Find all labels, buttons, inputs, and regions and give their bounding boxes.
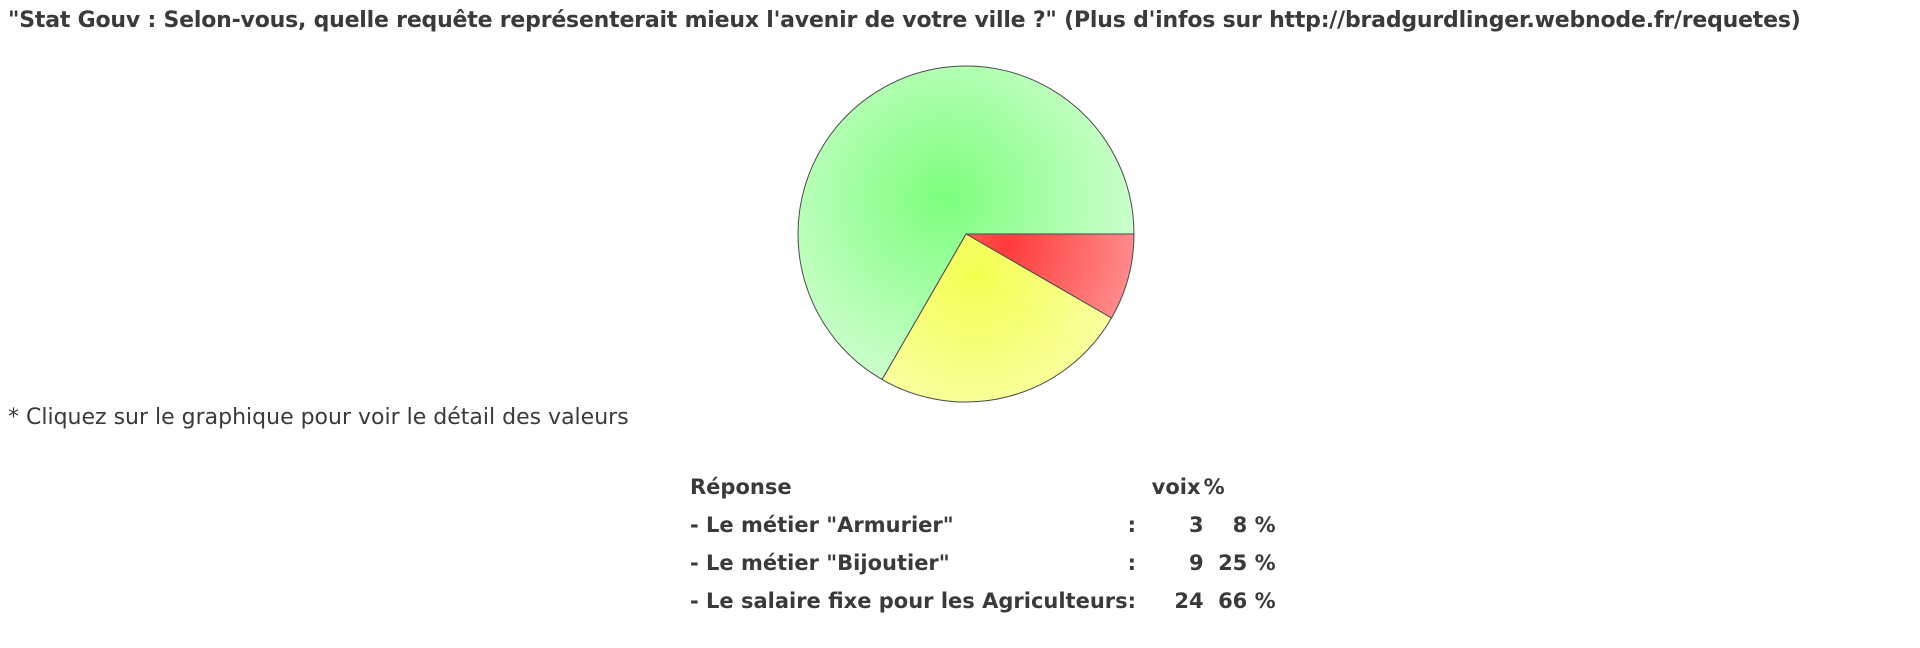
row-votes: 3 — [1189, 513, 1204, 537]
column-header-response: Réponse — [690, 475, 792, 499]
row-label: - Le salaire fixe pour les Agriculteurs — [690, 589, 1128, 613]
row-percent: 8 % — [1232, 513, 1276, 537]
table-row: - Le métier "Armurier" : 3 8 % — [690, 506, 1276, 544]
row-separator: : — [1127, 513, 1137, 537]
pie-slice-2[interactable] — [881, 233, 1113, 403]
column-header-spacer — [1128, 468, 1152, 506]
row-label: - Le métier "Bijoutier" — [690, 551, 950, 575]
pie-chart[interactable] — [0, 0, 1920, 420]
page-title: "Stat Gouv : Selon-vous, quelle requête … — [8, 8, 1801, 33]
row-votes: 9 — [1189, 551, 1204, 575]
row-votes: 24 — [1174, 589, 1204, 613]
pie-slice-1[interactable] — [964, 233, 1135, 319]
pie-slice-3[interactable] — [797, 65, 1135, 381]
column-header-percent: % — [1203, 475, 1225, 499]
table-row: - Le métier "Bijoutier" : 9 25 % — [690, 544, 1276, 582]
row-percent: 66 % — [1218, 589, 1276, 613]
column-header-votes: voix — [1151, 475, 1201, 499]
table-row: - Le salaire fixe pour les Agriculteurs … — [690, 582, 1276, 620]
row-label: - Le métier "Armurier" — [690, 513, 954, 537]
row-separator: : — [1127, 551, 1137, 575]
table-header-row: Réponse voix % — [690, 468, 1276, 506]
pie-slices[interactable] — [797, 65, 1135, 403]
chart-hint: * Cliquez sur le graphique pour voir le … — [8, 405, 629, 430]
row-separator: : — [1127, 589, 1137, 613]
row-percent: 25 % — [1218, 551, 1276, 575]
results-table: Réponse voix % - Le métier "Armurier" : … — [690, 468, 1276, 620]
